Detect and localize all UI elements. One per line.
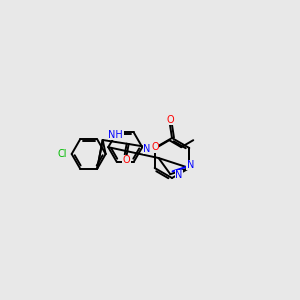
Text: N: N [187,160,194,170]
Text: O: O [151,142,159,152]
Text: N: N [143,144,151,154]
Text: N: N [175,170,183,180]
Text: NH: NH [108,130,123,140]
Text: O: O [166,115,174,125]
Text: Cl: Cl [57,149,67,159]
Text: O: O [123,155,130,165]
